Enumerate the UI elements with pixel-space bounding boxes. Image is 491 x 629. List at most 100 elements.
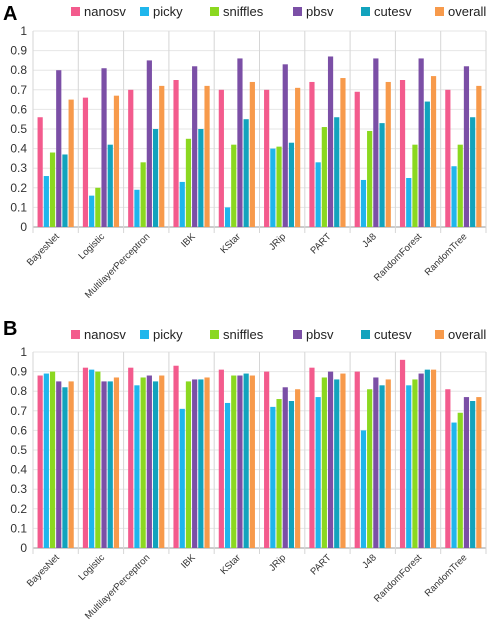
- bar-overall-J48: [385, 81, 391, 228]
- legend-swatch-cutesv: [361, 330, 370, 339]
- bar-pbsv-J48: [373, 377, 379, 548]
- bar-sniffles-JRip: [276, 146, 282, 227]
- bar-sniffles-J48: [367, 389, 373, 548]
- legend-swatch-overall: [435, 330, 444, 339]
- category-label: RandomForest: [372, 552, 424, 604]
- y-tick-label: 0.3: [10, 161, 27, 175]
- y-tick-label: 0.6: [10, 102, 27, 116]
- category-label: BayesNet: [25, 552, 62, 589]
- bar-pbsv-J48: [373, 58, 379, 227]
- bar-cutesv-Logistic: [107, 381, 113, 548]
- legend-swatch-picky: [140, 7, 149, 16]
- legend-swatch-nanosv: [71, 330, 80, 339]
- bar-cutesv-RandomTree: [470, 401, 476, 548]
- bar-picky-JRip: [270, 406, 276, 548]
- bar-pbsv-Logistic: [101, 68, 107, 228]
- bar-overall-RandomTree: [476, 397, 482, 548]
- category-label: JRip: [267, 231, 288, 252]
- panel-a-chart: A nanosv picky sniffles pbsv cutesv overall 0 0…: [3, 3, 487, 301]
- y-tick-label: 1: [20, 345, 27, 359]
- bar-cutesv-BayesNet: [62, 387, 68, 548]
- panel-b-label: B: [3, 318, 17, 340]
- legend-label-pbsv: pbsv: [306, 327, 334, 342]
- bar-picky-IBK: [179, 181, 185, 227]
- legend-label-cutesv: cutesv: [374, 4, 412, 19]
- bar-nanosv-BayesNet: [37, 375, 43, 548]
- bar-nanosv-J48: [354, 371, 360, 548]
- legend-swatch-pbsv: [293, 330, 302, 339]
- bar-cutesv-J48: [379, 123, 385, 227]
- y-tick-label: 0.9: [10, 365, 27, 379]
- bar-nanosv-J48: [354, 91, 360, 227]
- bar-pbsv-RandomForest: [418, 373, 424, 548]
- bar-nanosv-JRip: [264, 89, 270, 227]
- bar-picky-RandomForest: [406, 385, 412, 548]
- bar-cutesv-JRip: [288, 401, 295, 548]
- bar-nanosv-KStar: [218, 89, 224, 227]
- bar-pbsv-PART: [327, 371, 334, 548]
- y-tick-label: 0.2: [10, 502, 27, 516]
- bar-nanosv-IBK: [173, 365, 179, 548]
- category-label: PART: [308, 231, 333, 256]
- bar-pbsv-JRip: [282, 64, 288, 227]
- bar-nanosv-Logistic: [82, 97, 89, 227]
- category-label: Logistic: [77, 552, 108, 583]
- bar-nanosv-Logistic: [82, 367, 89, 548]
- legend-swatch-nanosv: [71, 7, 80, 16]
- bar-nanosv-BayesNet: [37, 117, 43, 227]
- bar-cutesv-MultilayerPerceptron: [152, 381, 159, 548]
- legend-swatch-cutesv: [361, 7, 370, 16]
- bar-picky-Logistic: [89, 195, 95, 227]
- bar-picky-IBK: [179, 408, 185, 548]
- bar-pbsv-Logistic: [101, 381, 107, 548]
- bar-cutesv-J48: [379, 385, 385, 548]
- legend-label-picky: picky: [153, 327, 183, 342]
- y-tick-label: 0.4: [10, 463, 27, 477]
- bar-pbsv-JRip: [282, 387, 288, 548]
- category-label: J48: [360, 231, 379, 250]
- bar-overall-MultilayerPerceptron: [159, 375, 165, 548]
- bar-picky-JRip: [270, 148, 276, 227]
- bar-sniffles-JRip: [276, 399, 282, 548]
- y-tick-label: 0.7: [10, 404, 27, 418]
- bar-overall-JRip: [295, 87, 301, 227]
- legend-label-picky: picky: [153, 4, 183, 19]
- bar-pbsv-BayesNet: [56, 381, 62, 548]
- bar-sniffles-PART: [321, 127, 327, 227]
- category-label: KStar: [218, 552, 243, 577]
- y-tick-label: 0.8: [10, 384, 27, 398]
- bar-overall-BayesNet: [68, 99, 74, 227]
- legend-swatch-sniffles: [210, 7, 219, 16]
- panel-b-chart: B nanosv picky sniffles pbsv cutesv overall 0 0…: [3, 318, 487, 622]
- legend-swatch-picky: [140, 330, 149, 339]
- bar-nanosv-RandomTree: [445, 89, 451, 227]
- bar-picky-PART: [315, 162, 321, 227]
- bar-overall-KStar: [249, 81, 255, 228]
- bar-picky-Logistic: [89, 369, 95, 548]
- bar-nanosv-PART: [309, 81, 315, 228]
- bar-sniffles-RandomForest: [412, 144, 418, 227]
- bar-sniffles-BayesNet: [49, 152, 56, 227]
- bar-picky-MultilayerPerceptron: [134, 385, 140, 548]
- bar-overall-J48: [385, 379, 391, 548]
- bar-overall-RandomForest: [430, 369, 437, 548]
- bar-overall-RandomForest: [430, 76, 437, 227]
- bar-pbsv-BayesNet: [56, 70, 62, 227]
- bar-picky-RandomTree: [451, 422, 457, 548]
- bar-cutesv-Logistic: [107, 144, 113, 227]
- bar-cutesv-PART: [334, 379, 340, 548]
- bar-picky-RandomTree: [451, 166, 457, 227]
- bar-picky-KStar: [224, 402, 231, 548]
- bar-pbsv-PART: [327, 56, 334, 228]
- bar-sniffles-BayesNet: [49, 371, 56, 548]
- bar-picky-BayesNet: [43, 176, 49, 227]
- y-tick-label: 0.5: [10, 122, 27, 136]
- y-tick-label: 0.4: [10, 142, 27, 156]
- y-tick-label: 0.3: [10, 482, 27, 496]
- bar-cutesv-IBK: [198, 379, 204, 548]
- bar-sniffles-Logistic: [95, 371, 101, 548]
- bar-cutesv-KStar: [243, 373, 249, 548]
- bar-cutesv-JRip: [288, 142, 295, 227]
- legend-swatch-sniffles: [210, 330, 219, 339]
- y-tick-label: 0.1: [10, 521, 27, 535]
